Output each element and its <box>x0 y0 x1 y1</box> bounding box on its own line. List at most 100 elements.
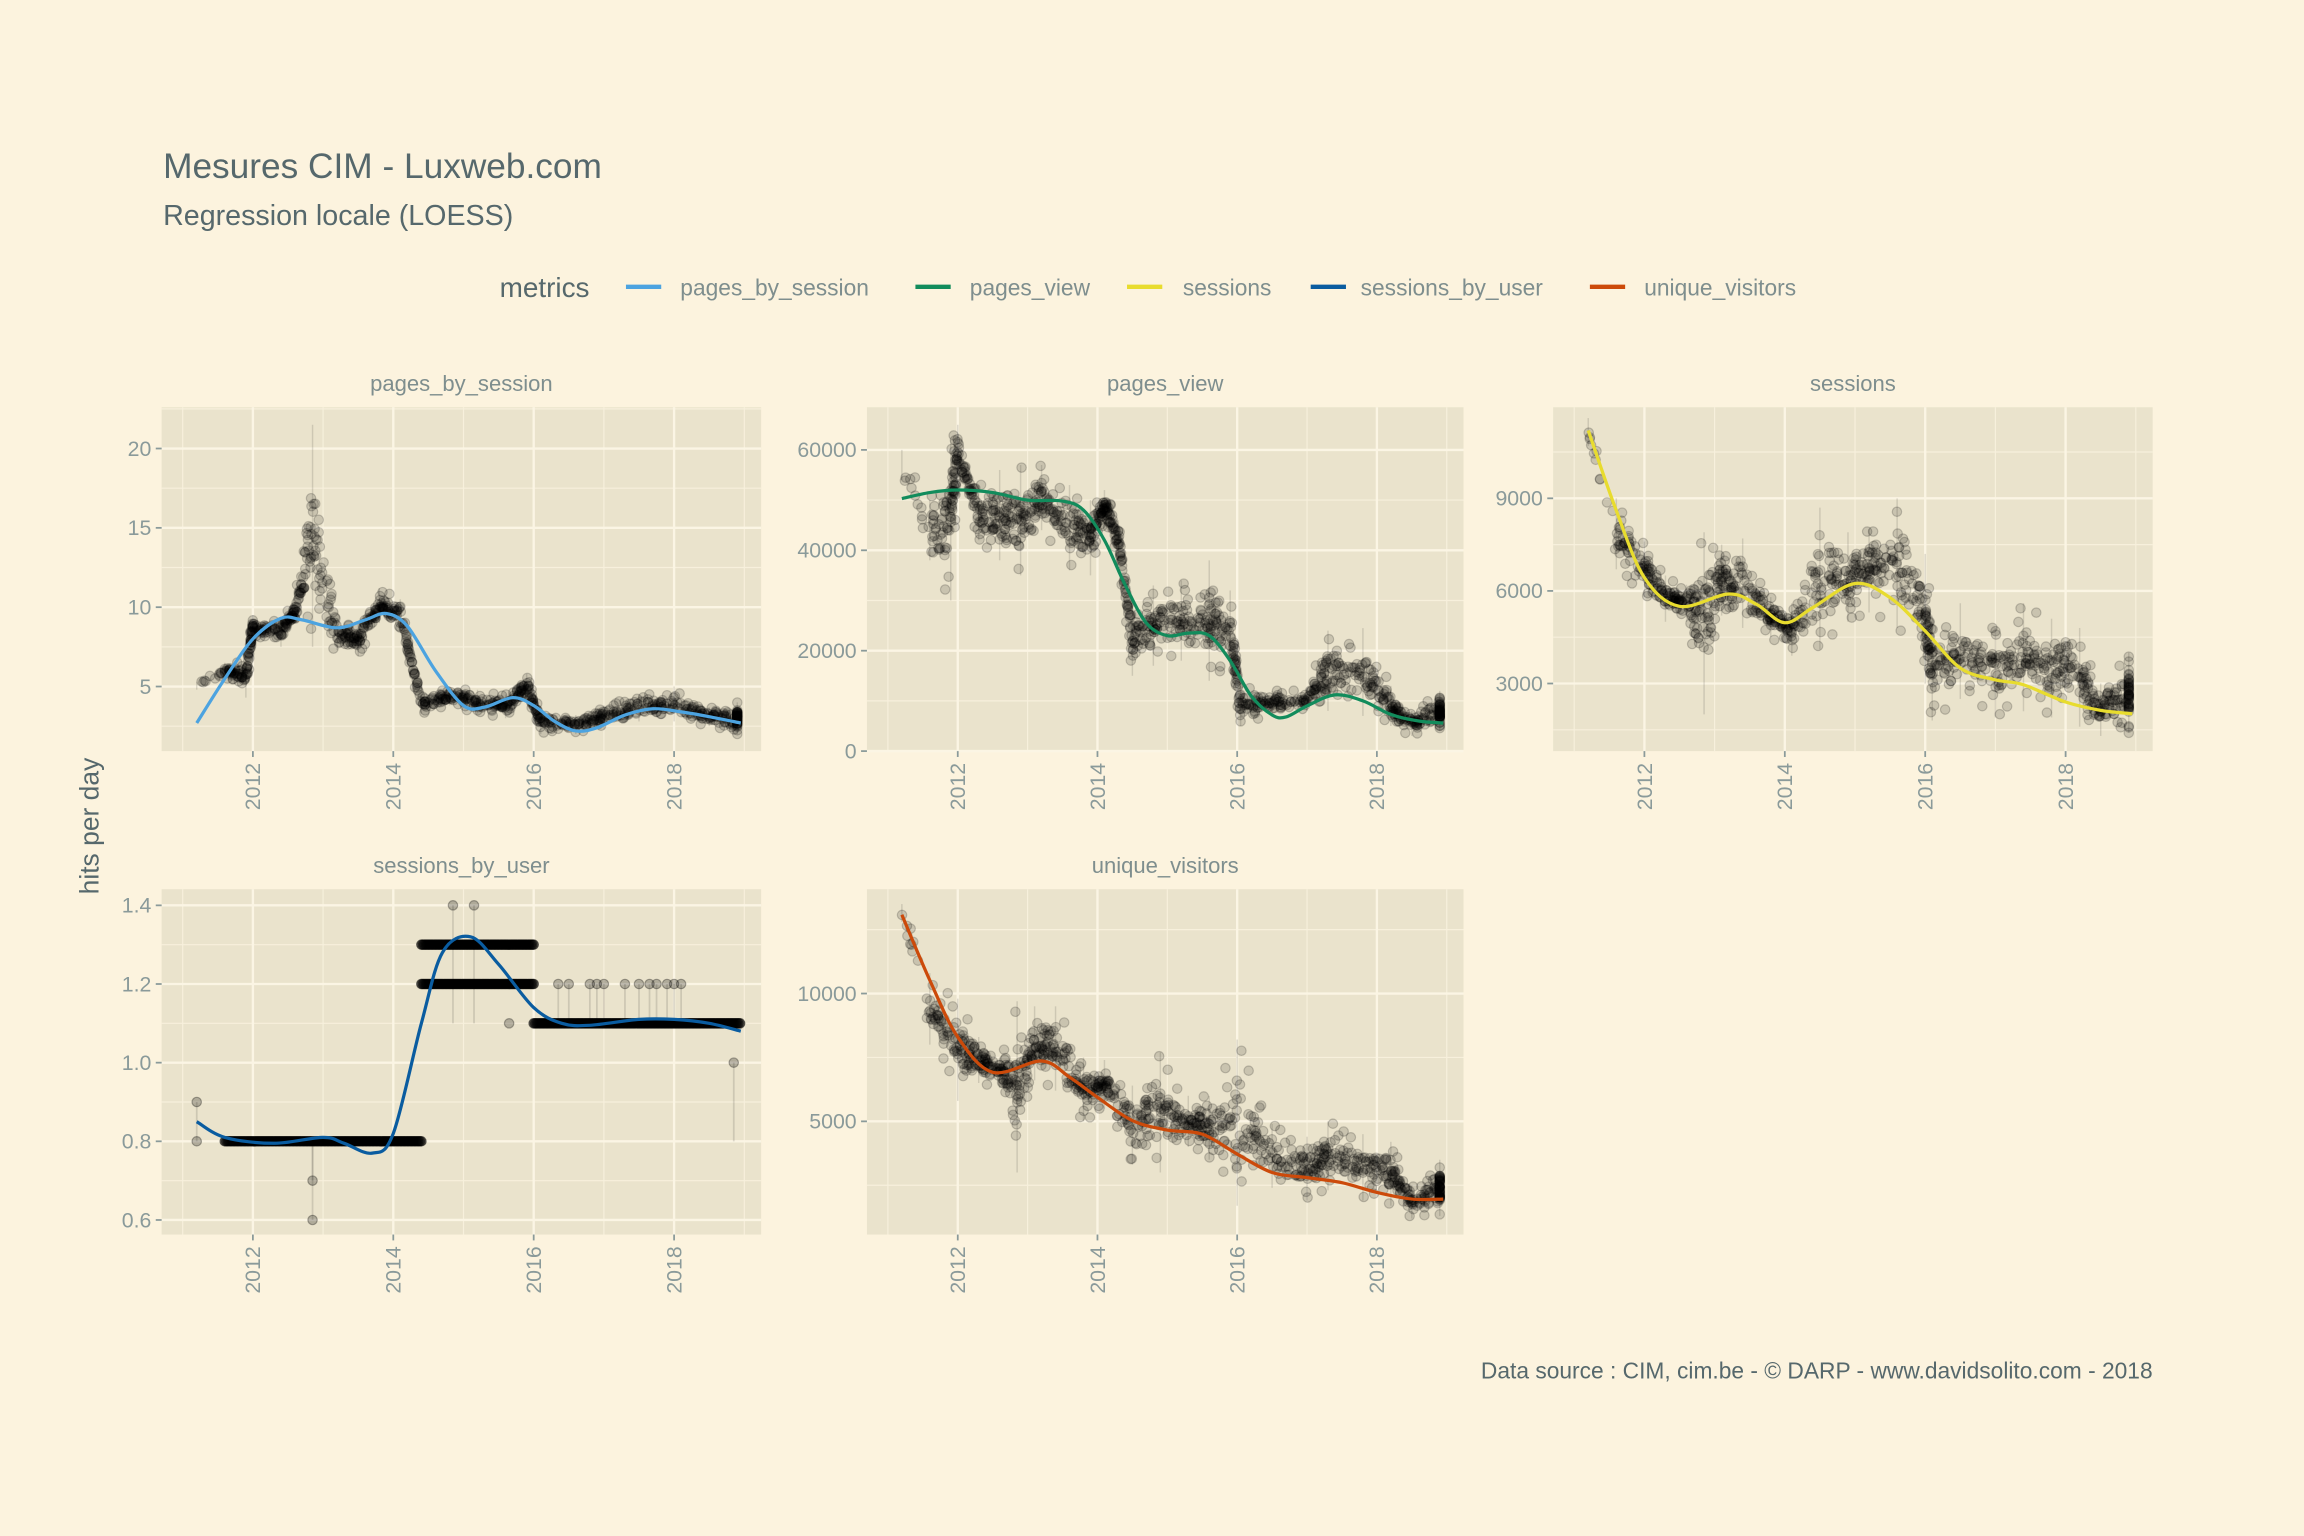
data-point <box>376 598 387 609</box>
data-point <box>281 618 293 629</box>
data-point <box>240 672 251 683</box>
x-tick-label: 2014 <box>382 1246 406 1294</box>
data-point <box>1788 633 1800 644</box>
data-point <box>412 682 423 694</box>
data-point <box>434 689 446 700</box>
y-tick-label: 20000 <box>797 639 856 663</box>
x-tick-label: 2018 <box>2054 763 2078 810</box>
data-point <box>1159 614 1170 626</box>
data-point <box>1275 1124 1286 1136</box>
data-point <box>244 652 255 664</box>
data-point <box>310 545 321 557</box>
data-point <box>437 685 448 696</box>
data-point <box>376 600 387 612</box>
data-point <box>1236 703 1247 715</box>
x-tick-label: 2016 <box>1226 763 1250 810</box>
x-tick-label: 2018 <box>662 1246 686 1293</box>
data-point <box>241 663 252 675</box>
data-point <box>1331 669 1343 681</box>
data-point <box>1032 1017 1043 1029</box>
data-point <box>1717 565 1728 576</box>
data-point <box>308 550 319 561</box>
data-point <box>393 603 405 615</box>
data-point <box>264 627 276 639</box>
data-point <box>1153 1050 1165 1062</box>
data-point <box>251 622 263 634</box>
data-point <box>382 602 393 614</box>
data-point <box>2123 727 2135 739</box>
data-point <box>1378 685 1390 696</box>
data-point <box>382 597 394 609</box>
data-point <box>231 668 242 680</box>
data-point <box>342 639 354 650</box>
data-point <box>1727 601 1738 613</box>
y-tick-label: 0 <box>845 739 857 763</box>
data-point <box>414 689 426 701</box>
data-point <box>291 597 302 609</box>
data-point <box>1727 578 1739 590</box>
data-point <box>1041 1030 1053 1041</box>
data-point <box>505 703 516 714</box>
data-point <box>2123 699 2135 710</box>
data-point <box>300 568 311 580</box>
data-point <box>440 691 452 703</box>
data-point <box>246 627 257 638</box>
data-point <box>2123 683 2135 694</box>
data-point <box>946 500 958 511</box>
data-point <box>1964 680 1976 691</box>
data-point <box>563 978 575 990</box>
data-point <box>376 602 388 613</box>
data-point <box>374 590 386 602</box>
data-point <box>232 671 244 683</box>
data-point <box>1213 595 1225 607</box>
data-point <box>303 545 315 556</box>
data-point <box>362 619 374 631</box>
x-tick-label: 2012 <box>946 763 970 810</box>
data-point <box>391 604 403 616</box>
data-point <box>233 665 244 676</box>
data-point <box>354 646 366 657</box>
data-point <box>1183 1110 1194 1122</box>
data-point <box>359 638 371 650</box>
data-point <box>302 534 314 546</box>
y-tick-label: 40000 <box>797 539 856 563</box>
data-point <box>292 594 304 605</box>
data-point <box>1745 604 1757 616</box>
data-point <box>276 629 287 641</box>
data-point <box>344 631 355 643</box>
data-point <box>405 652 417 663</box>
data-point <box>1090 508 1101 520</box>
panel-title: pages_view <box>1107 371 1223 396</box>
data-point <box>333 637 345 649</box>
data-point <box>372 599 384 610</box>
data-point <box>2002 666 2014 678</box>
data-point <box>317 577 328 588</box>
data-point <box>1106 509 1118 521</box>
data-point <box>351 638 362 649</box>
data-point <box>1042 1079 1054 1091</box>
data-point <box>474 690 486 702</box>
data-point <box>1897 533 1909 544</box>
data-point <box>675 978 687 990</box>
data-point <box>242 667 253 678</box>
data-point <box>468 900 480 911</box>
data-point <box>247 622 258 633</box>
data-point <box>272 625 284 636</box>
data-point <box>237 667 249 678</box>
data-point <box>1423 704 1434 715</box>
data-point <box>1340 674 1351 686</box>
data-point <box>1235 1093 1247 1104</box>
data-point <box>1812 548 1824 560</box>
data-point <box>669 691 681 702</box>
data-point <box>1929 681 1941 693</box>
data-point <box>374 601 386 612</box>
data-point <box>355 628 367 640</box>
data-point <box>1892 580 1903 592</box>
data-point <box>404 651 416 663</box>
data-point <box>1323 633 1335 645</box>
data-point <box>411 675 422 686</box>
data-point <box>1864 569 1876 580</box>
data-point <box>402 646 414 657</box>
